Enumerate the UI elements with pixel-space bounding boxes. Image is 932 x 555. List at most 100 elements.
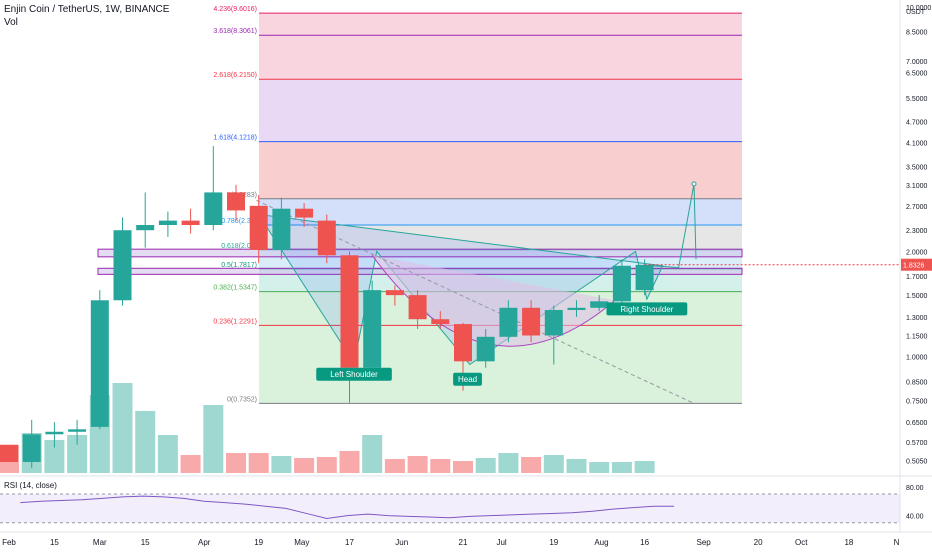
head-label-text: Head — [458, 375, 477, 384]
price-tick-label: 0.5700 — [906, 440, 928, 447]
left-shoulder-label-bg — [316, 367, 392, 381]
candle-body — [544, 310, 563, 336]
volume-bar — [589, 462, 610, 473]
price-tick-label: 2.0000 — [906, 249, 928, 256]
volume-bar — [521, 457, 542, 473]
volume-bar — [611, 462, 632, 473]
candle-body — [317, 220, 336, 256]
time-tick-label: 21 — [459, 538, 468, 547]
candle-body — [454, 324, 472, 362]
candle-body — [635, 264, 654, 291]
volume-bar — [543, 455, 564, 473]
price-tick-label: 3.1000 — [906, 183, 928, 190]
price-tick-label: 2.7000 — [906, 204, 928, 211]
head-label-bg — [453, 372, 482, 386]
time-tick-label: N — [894, 538, 900, 547]
fib-level-label: 0(0.7352) — [227, 396, 257, 403]
price-tick-label: 0.8500 — [906, 379, 928, 386]
time-tick-label: 18 — [844, 538, 853, 547]
candle-body — [249, 205, 268, 250]
candle-body — [68, 429, 87, 432]
time-tick-label: 15 — [141, 538, 150, 547]
price-tick-label: 0.5050 — [906, 458, 928, 465]
fib-level-label: 0.236(1.2291) — [213, 318, 257, 325]
fib-zone — [259, 141, 742, 199]
candle-body — [340, 255, 359, 368]
volume-bar — [112, 383, 133, 473]
candle-body — [90, 300, 109, 427]
right-shoulder-label-bg — [606, 302, 688, 316]
price-tick-label: 4.1000 — [906, 140, 928, 147]
price-tick-label: 1.1500 — [906, 333, 928, 340]
candle-body — [113, 230, 132, 301]
time-tick-label: 16 — [640, 538, 649, 547]
volume-bar — [430, 459, 451, 473]
volume-bar — [498, 453, 519, 473]
time-tick-label: Feb — [2, 538, 16, 547]
price-tick-label: 8.5000 — [906, 30, 928, 37]
candle-body — [45, 431, 64, 435]
candle-body — [22, 434, 41, 462]
candle-body — [476, 336, 495, 362]
rsi-line — [20, 495, 675, 519]
volume-bar — [362, 435, 383, 473]
price-tick-label: 10.0000 — [906, 5, 931, 12]
right-shoulder-label-text: Right Shoulder — [620, 305, 673, 314]
rsi-band — [0, 494, 900, 523]
symbol-title: Enjin Coin / TetherUS, 1W, BINANCE — [4, 4, 170, 15]
left-shoulder-label-text: Left Shoulder — [330, 370, 378, 379]
rsi-level-label: 40.00 — [906, 514, 924, 521]
fib-level-label: 0.618(2.02) — [221, 243, 257, 250]
volume-bar — [384, 459, 405, 473]
volume-bar — [294, 458, 315, 473]
time-tick-label: 19 — [254, 538, 263, 547]
candle-body — [612, 265, 631, 302]
projection-line — [651, 183, 697, 268]
fib-level-label: 0.786(2.38) — [221, 218, 257, 225]
volume-bar — [339, 451, 360, 473]
candle-body — [295, 208, 314, 218]
fib-level-label: 0.382(1.5347) — [213, 285, 257, 292]
candle-body — [227, 192, 245, 211]
time-tick-label: 15 — [50, 538, 59, 547]
time-tick-label: Oct — [795, 538, 808, 547]
candle-body — [136, 225, 155, 231]
right-shoulder-label: Right Shoulder — [606, 302, 688, 316]
volume-bar — [566, 459, 587, 473]
time-tick-label: 20 — [754, 538, 763, 547]
price-unit-label: USDT — [906, 9, 926, 16]
time-tick-label: Aug — [594, 538, 608, 547]
volume-bar — [203, 405, 224, 473]
price-tick-label: 1.5000 — [906, 293, 928, 300]
projection-target — [691, 181, 697, 187]
price-tick-label: 3.5000 — [906, 164, 928, 171]
fib-zone — [259, 13, 742, 36]
last-price-text: 1.8326 — [903, 263, 925, 270]
candle-body — [181, 220, 200, 226]
price-tick-label: 7.0000 — [906, 59, 928, 66]
rsi-label: RSI (14, close) — [4, 481, 57, 490]
price-tick-label: 2.3000 — [906, 228, 928, 235]
time-tick-label: May — [294, 538, 309, 547]
time-tick-label: 17 — [345, 538, 354, 547]
fib-level-label: 1.618(4.1218) — [213, 135, 257, 142]
price-tick-label: 4.7000 — [906, 120, 928, 127]
time-tick-label: Sep — [697, 538, 712, 547]
rsi-level-label: 80.00 — [906, 485, 924, 492]
time-tick-label: 19 — [549, 538, 558, 547]
candle-body — [158, 220, 177, 226]
volume-bar — [453, 461, 473, 473]
fib-zone — [259, 198, 742, 226]
volume-bar — [271, 456, 292, 473]
volume-bar — [316, 457, 337, 473]
fib-level-label: 2.618(6.2150) — [213, 72, 257, 79]
volume-bar — [475, 458, 496, 473]
volume-bar — [248, 453, 269, 473]
price-tick-label: 5.5000 — [906, 96, 928, 103]
volume-bar — [180, 455, 201, 473]
candle-body — [431, 319, 450, 325]
last-price-tag — [901, 258, 932, 271]
candle-body — [385, 290, 404, 296]
